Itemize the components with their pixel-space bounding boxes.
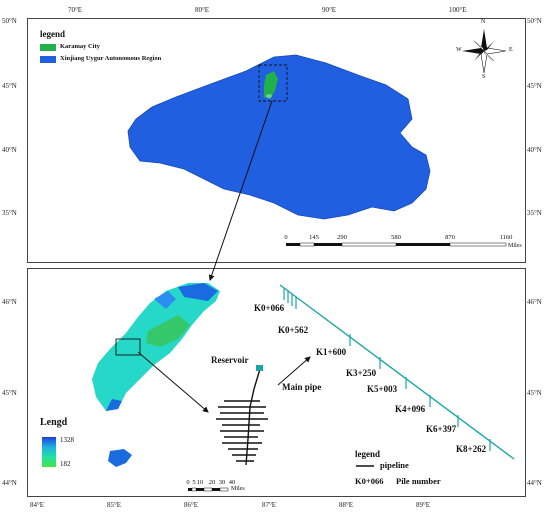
top-lon-tick: 100°E: [449, 6, 467, 14]
bottom-scalebar: [188, 487, 229, 492]
reservoir-icon: [256, 365, 263, 371]
bottom-legend-title: legend: [355, 449, 381, 459]
xinjiang-region: [127, 54, 431, 220]
top-scale-label: 1160: [499, 234, 513, 241]
pile-label: K6+397: [426, 424, 457, 434]
bottom-lon-tick: 85°E: [107, 501, 122, 509]
pile-label: K5+003: [367, 384, 398, 394]
legend-swatch-xinjiang: [40, 56, 56, 63]
top-scale-unit: Miles: [508, 243, 522, 249]
bottom-scale-label: 0: [186, 479, 190, 486]
top-scale-label: 0: [284, 234, 288, 241]
bottom-map-panel: Lengd 1328 182 Reservoir Main pipe K0+06…: [27, 268, 526, 497]
compass-n: N: [481, 19, 486, 25]
pipe-network: [216, 368, 268, 466]
bottom-lon-tick: 84°E: [30, 501, 45, 509]
top-lat-tick-right: 50°N: [527, 17, 542, 25]
karamay-region: [264, 71, 278, 99]
legend-pile-text: Pile number: [396, 476, 441, 486]
elev-min-label: 182: [60, 460, 71, 468]
top-scale-label: 290: [337, 234, 347, 241]
bottom-scale-label: 5: [192, 479, 196, 486]
xinjiang-map: [127, 29, 507, 247]
karamay-south-part: [108, 449, 132, 467]
bottom-lat-tick-left: 46°N: [2, 298, 17, 306]
bottom-scale-label: 10: [196, 479, 204, 486]
compass-s: S: [482, 74, 486, 80]
bottom-scale-label: 20: [208, 479, 216, 486]
top-lat-tick-left: 40°N: [2, 146, 17, 154]
bottom-scale-label: 40: [228, 479, 236, 486]
top-scale-label: 870: [445, 234, 455, 241]
elev-max-label: 1328: [60, 436, 74, 444]
bottom-lat-tick-right: 45°N: [527, 389, 542, 397]
legend-label-karamay: Karamay City: [60, 43, 100, 50]
bottom-scale-label: 30: [218, 479, 226, 486]
karamay-inset-box: [258, 64, 288, 102]
karamay-elevation: [92, 283, 220, 411]
pipeline-line: [279, 284, 515, 460]
bottom-lon-tick: 89°E: [416, 501, 431, 509]
bottom-lat-tick-right: 44°N: [527, 479, 542, 487]
compass-e: E: [509, 47, 513, 53]
elev-legend-title: Lengd: [40, 417, 68, 428]
karamay-detail-map: [92, 283, 515, 492]
top-scalebar: [286, 242, 507, 247]
bottom-lat-tick-left: 45°N: [2, 389, 17, 397]
pile-marks: [283, 288, 491, 451]
pile-label: K4+096: [395, 404, 426, 414]
pile-label: K0+066: [254, 303, 285, 313]
top-lat-tick-right: 35°N: [527, 209, 542, 217]
top-lat-tick-left: 35°N: [2, 209, 17, 217]
top-lon-tick: 80°E: [195, 6, 210, 14]
elev-gradient: [42, 437, 56, 467]
top-lat-tick-right: 45°N: [527, 82, 542, 90]
pipeline-area-box: [115, 338, 141, 356]
top-legend-title: legend: [40, 29, 66, 39]
pile-label: K1+600: [316, 347, 347, 357]
bottom-lon-tick: 86°E: [184, 501, 199, 509]
legend-label-xinjiang: Xinjiang Uygur Autonomous Region: [60, 55, 162, 62]
pile-label: K8+262: [456, 444, 487, 454]
top-lon-tick: 90°E: [322, 6, 337, 14]
pile-label: K0+562: [278, 325, 309, 335]
bottom-lat-tick-right: 46°N: [527, 298, 542, 306]
bottom-lat-tick-left: 44°N: [2, 479, 17, 487]
main-pipe-label: Main pipe: [282, 382, 322, 392]
legend-pipeline-label: pipeline: [380, 460, 409, 470]
bottom-lon-tick: 88°E: [339, 501, 354, 509]
bottom-lon-tick: 87°E: [262, 501, 277, 509]
top-lat-tick-left: 50°N: [2, 17, 17, 25]
legend-swatch-karamay: [40, 44, 56, 51]
bottom-scale-unit: Miles: [231, 486, 245, 492]
top-lat-tick-right: 40°N: [527, 146, 542, 154]
compass-icon: [462, 29, 507, 74]
top-lon-tick: 70°E: [68, 6, 83, 14]
top-lat-tick-left: 45°N: [2, 82, 17, 90]
pile-label: K3+250: [346, 368, 377, 378]
top-scale-label: 580: [391, 234, 401, 241]
top-map-panel: legend Karamay City Xinjiang Uygur Auton…: [27, 18, 526, 263]
reservoir-label: Reservoir: [211, 355, 249, 365]
top-scale-label: 145: [309, 234, 319, 241]
legend-pile-example: K0+066: [355, 476, 384, 486]
compass-w: W: [456, 47, 462, 53]
